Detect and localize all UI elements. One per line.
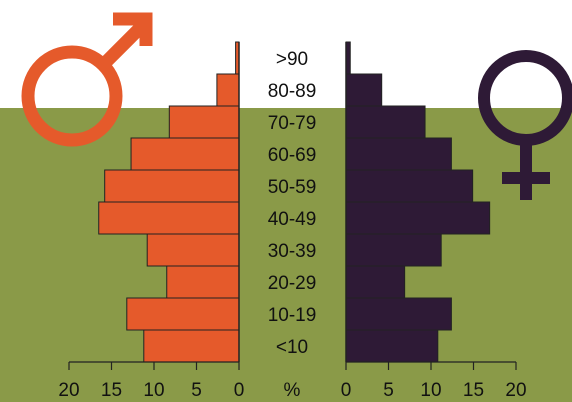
age-group-label: 80-89 xyxy=(268,81,317,102)
age-group-labels: <10 10-19 20-29 30-39 40-49 50-59 60-69 70-79 80… xyxy=(268,49,317,358)
male-bar-5 xyxy=(104,169,240,203)
female-bar-3 xyxy=(345,233,442,267)
x-tick-label-right: 10 xyxy=(420,380,441,401)
age-group-label: 50-59 xyxy=(268,177,317,198)
x-axis-left: 20 15 10 5 0 xyxy=(58,361,245,401)
x-tick-label-left: 20 xyxy=(58,380,79,401)
male-bar-2 xyxy=(166,265,240,299)
female-bar-0 xyxy=(345,329,439,363)
x-axis-right: 0 5 10 15 20 xyxy=(341,361,527,401)
x-tick-label-right: 15 xyxy=(463,380,484,401)
female-bar-1 xyxy=(345,297,452,331)
male-bar-6 xyxy=(130,137,240,171)
age-group-label: 60-69 xyxy=(268,145,317,166)
x-tick-label-right: 5 xyxy=(383,380,394,401)
male-bar-7 xyxy=(168,105,240,139)
x-tick-label-left: 10 xyxy=(143,380,164,401)
male-bar-1 xyxy=(126,297,240,331)
male-bar-0 xyxy=(143,329,240,363)
x-tick-label-left: 0 xyxy=(234,380,245,401)
female-bar-7 xyxy=(345,105,426,139)
female-bar-4 xyxy=(345,201,491,235)
x-tick-label-left: 5 xyxy=(191,380,202,401)
background-main xyxy=(0,108,572,402)
age-group-label: 40-49 xyxy=(268,209,317,230)
age-group-label: >90 xyxy=(276,49,308,70)
age-group-label: <10 xyxy=(276,337,308,358)
female-bars xyxy=(345,41,491,363)
age-group-label: 20-29 xyxy=(268,273,317,294)
female-bar-2 xyxy=(345,265,406,299)
age-group-label: 10-19 xyxy=(268,305,317,326)
female-bar-6 xyxy=(345,137,452,171)
male-bar-8 xyxy=(216,73,240,107)
x-tick-label-right: 20 xyxy=(505,380,526,401)
female-symbol-icon xyxy=(478,50,572,200)
x-tick-label-right: 0 xyxy=(341,380,352,401)
male-bar-3 xyxy=(146,233,240,267)
male-bar-4 xyxy=(98,201,240,235)
x-tick-label-left: 15 xyxy=(101,380,122,401)
age-group-label: 30-39 xyxy=(268,241,317,262)
female-bar-5 xyxy=(345,169,474,203)
male-symbol-icon xyxy=(21,12,153,147)
center-axis-label: % xyxy=(284,380,301,401)
female-bar-8 xyxy=(345,73,383,107)
age-group-label: 70-79 xyxy=(268,113,317,134)
male-bars xyxy=(98,41,240,363)
